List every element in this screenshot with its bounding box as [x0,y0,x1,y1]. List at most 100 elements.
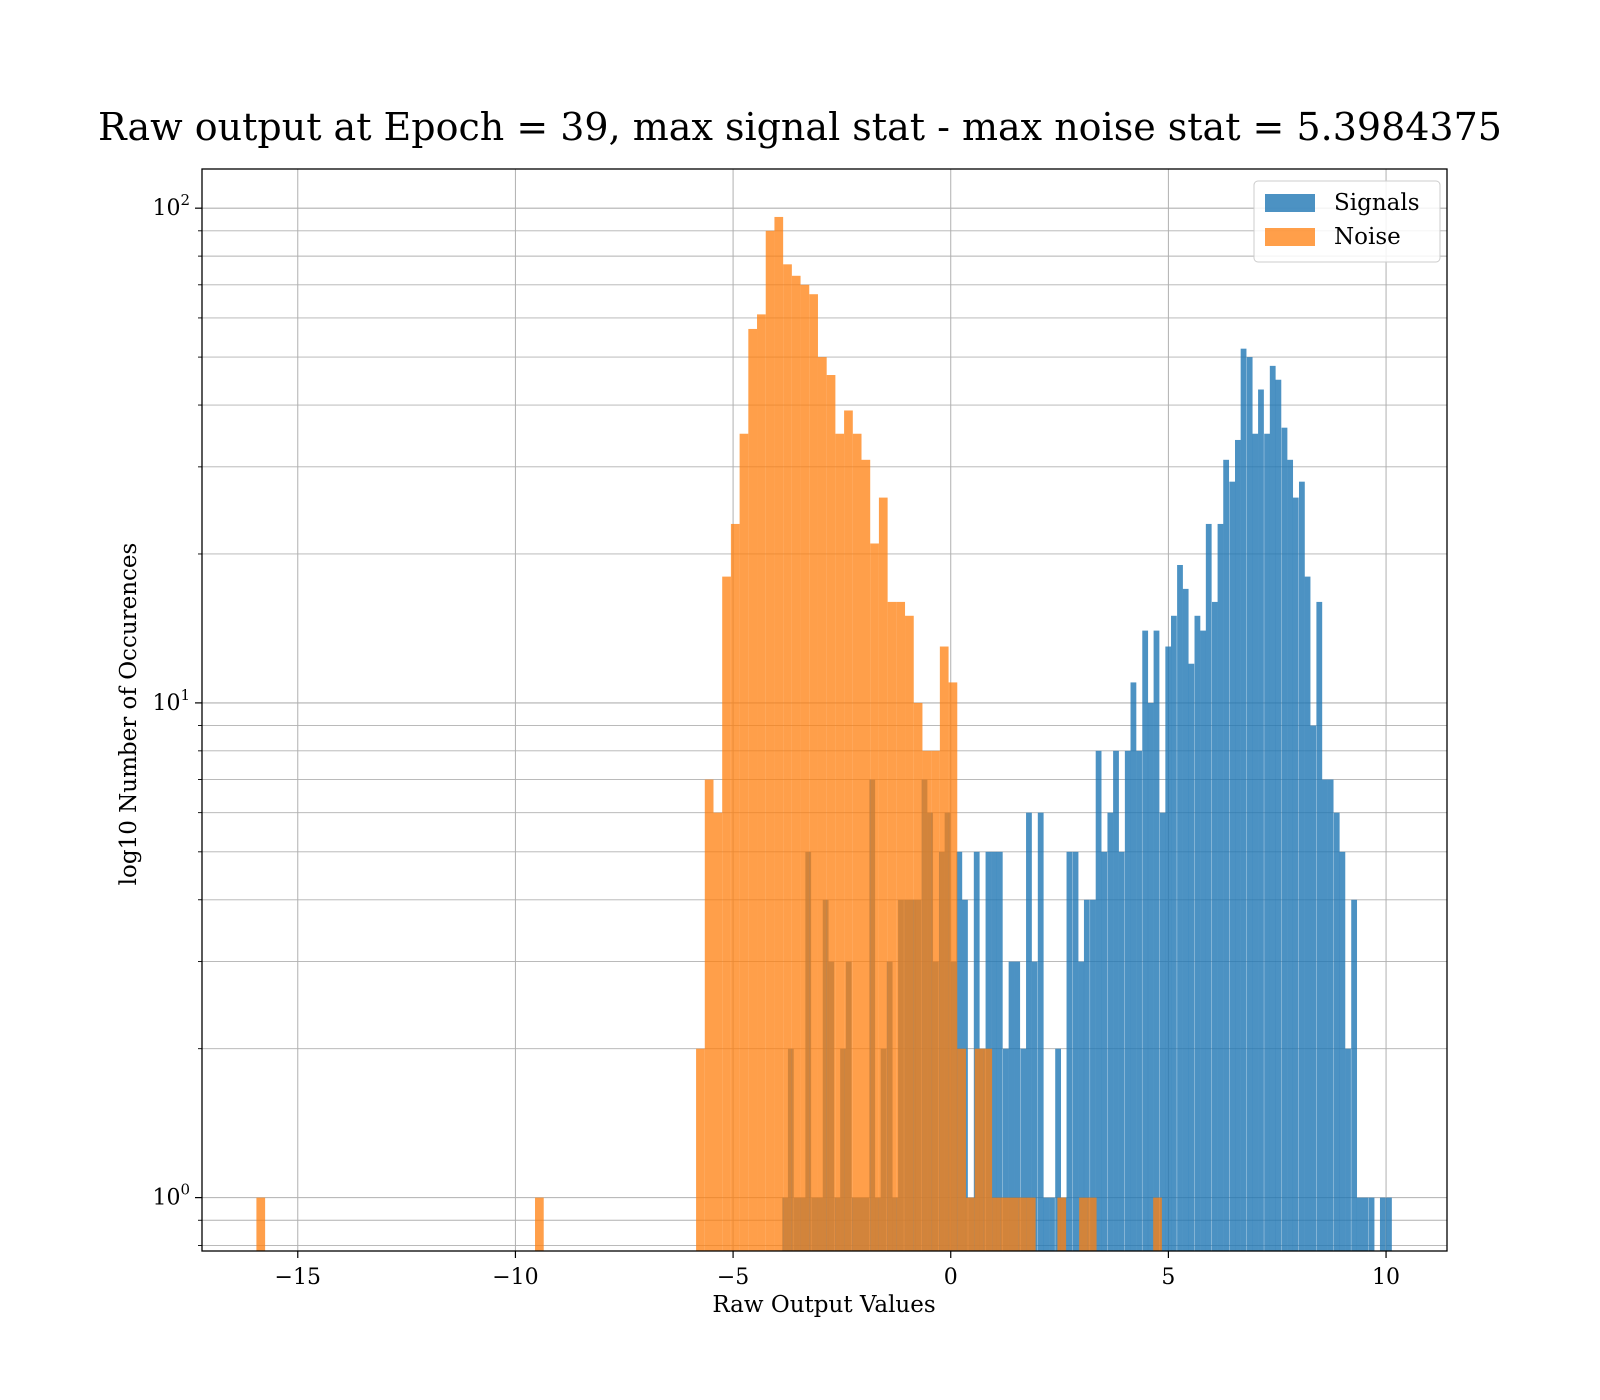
histogram-bar [1351,899,1358,1251]
y-tick-label: 101 [152,686,190,716]
legend-label-noise: Noise [1334,224,1401,250]
histogram-bar [1043,1197,1050,1251]
legend: Signals Noise [1253,180,1441,263]
histogram-bar [1018,1197,1027,1251]
histogram-bar [844,410,853,1251]
histogram-bar [800,284,810,1251]
histogram-bar [1310,725,1317,1251]
histogram-bar [1130,682,1137,1251]
histogram-bar [1009,1197,1019,1251]
histogram-bar [1037,812,1044,1251]
histogram-bar [1252,433,1259,1251]
histogram-bar [1079,1197,1088,1251]
x-tick-label: −15 [275,1265,321,1290]
x-tick-label: 10 [1372,1265,1400,1290]
legend-label-signals: Signals [1334,190,1420,216]
histogram-bar [1066,851,1073,1251]
histogram-bar [704,779,714,1251]
histogram-bar [713,812,723,1251]
histogram-bar [739,433,749,1251]
x-tick-label: −5 [717,1265,749,1290]
histogram-bar [996,851,1003,1251]
histogram-bar [1083,899,1090,1251]
noise-series [256,216,1162,1252]
histogram-bar [896,601,906,1251]
histogram-bar [774,216,784,1252]
chart-title: Raw output at Epoch = 39, max signal sta… [98,105,1502,149]
histogram-bar [817,357,827,1251]
histogram-bar [913,702,923,1251]
histogram-bar [878,497,888,1252]
histogram-bar [905,615,914,1251]
histogram-bar [1000,1197,1010,1251]
histogram-bar [1258,389,1264,1252]
histogram-bar [922,750,932,1251]
histogram-bar [1327,779,1334,1251]
histogram-bar [1339,851,1346,1251]
histogram-bar [1188,663,1195,1251]
x-tick-label: 0 [944,1265,958,1290]
x-axis-label: Raw Output Values [712,1292,935,1318]
histogram-bar [1090,899,1096,1251]
legend-swatch-noise [1265,228,1315,246]
histogram-bar [1026,812,1032,1251]
histogram-bar [983,1048,993,1251]
histogram-bar [730,523,740,1251]
histogram-bar [939,646,949,1251]
histogram-bar [1020,1048,1027,1251]
histogram-bar [1095,750,1102,1251]
histogram-bar [722,576,731,1251]
histogram-bar [1177,564,1183,1251]
histogram-bar [974,1048,984,1251]
histogram-bar [1113,750,1119,1251]
histogram-bar [1246,357,1253,1251]
histogram-bar [1165,646,1172,1251]
histogram-bar [1275,379,1282,1252]
histogram-bar [1078,961,1085,1251]
histogram-bar [1235,439,1241,1251]
histogram-bar [1057,1197,1067,1251]
histogram-bar [748,328,758,1252]
histogram-bar [991,851,998,1251]
plot-frame [201,168,1448,1252]
histogram-bar [809,294,818,1251]
histogram-bar [1171,615,1177,1251]
histogram-bar [1087,1197,1097,1251]
y-axis-ticks: 100 101 102 [152,191,202,1247]
histogram-bar [1049,1197,1055,1251]
histogram-bar [1031,961,1038,1251]
histogram-bar [1200,630,1206,1251]
histogram-bar [1217,523,1224,1251]
histogram-bar [765,230,775,1252]
histogram-bar [948,682,958,1251]
histogram-bar [826,375,836,1251]
histogram-bar [1205,523,1212,1251]
histogram-bar [1240,348,1247,1251]
histogram-bar [1362,1197,1369,1251]
histogram-bar [1153,630,1160,1251]
histogram-bar [1026,1197,1036,1251]
histogram-bar [783,264,792,1251]
histogram-bar [535,1197,544,1251]
histogram-bar [861,459,871,1251]
histogram-bar [1322,779,1328,1251]
histogram-bar [1136,750,1142,1251]
histogram-bar [1101,851,1108,1251]
histogram-bar [757,314,766,1252]
histogram-bar [1368,1197,1375,1251]
histogram-bar [1386,1197,1392,1251]
histogram-bar [835,433,845,1251]
histogram-bar [1159,812,1166,1251]
histogram-bar [1229,481,1236,1252]
histogram-bar [931,750,940,1251]
histogram-bar [1142,630,1149,1251]
y-tick-label: 100 [152,1181,190,1211]
histogram-bar [887,601,897,1251]
histogram-bar [1316,601,1323,1251]
histogram-bar [1345,1048,1351,1251]
histogram-bar [1298,481,1305,1252]
histogram-bar [256,1197,266,1251]
y-axis-label: log10 Number of Occurences [116,543,142,886]
histogram-bar [957,1048,966,1251]
